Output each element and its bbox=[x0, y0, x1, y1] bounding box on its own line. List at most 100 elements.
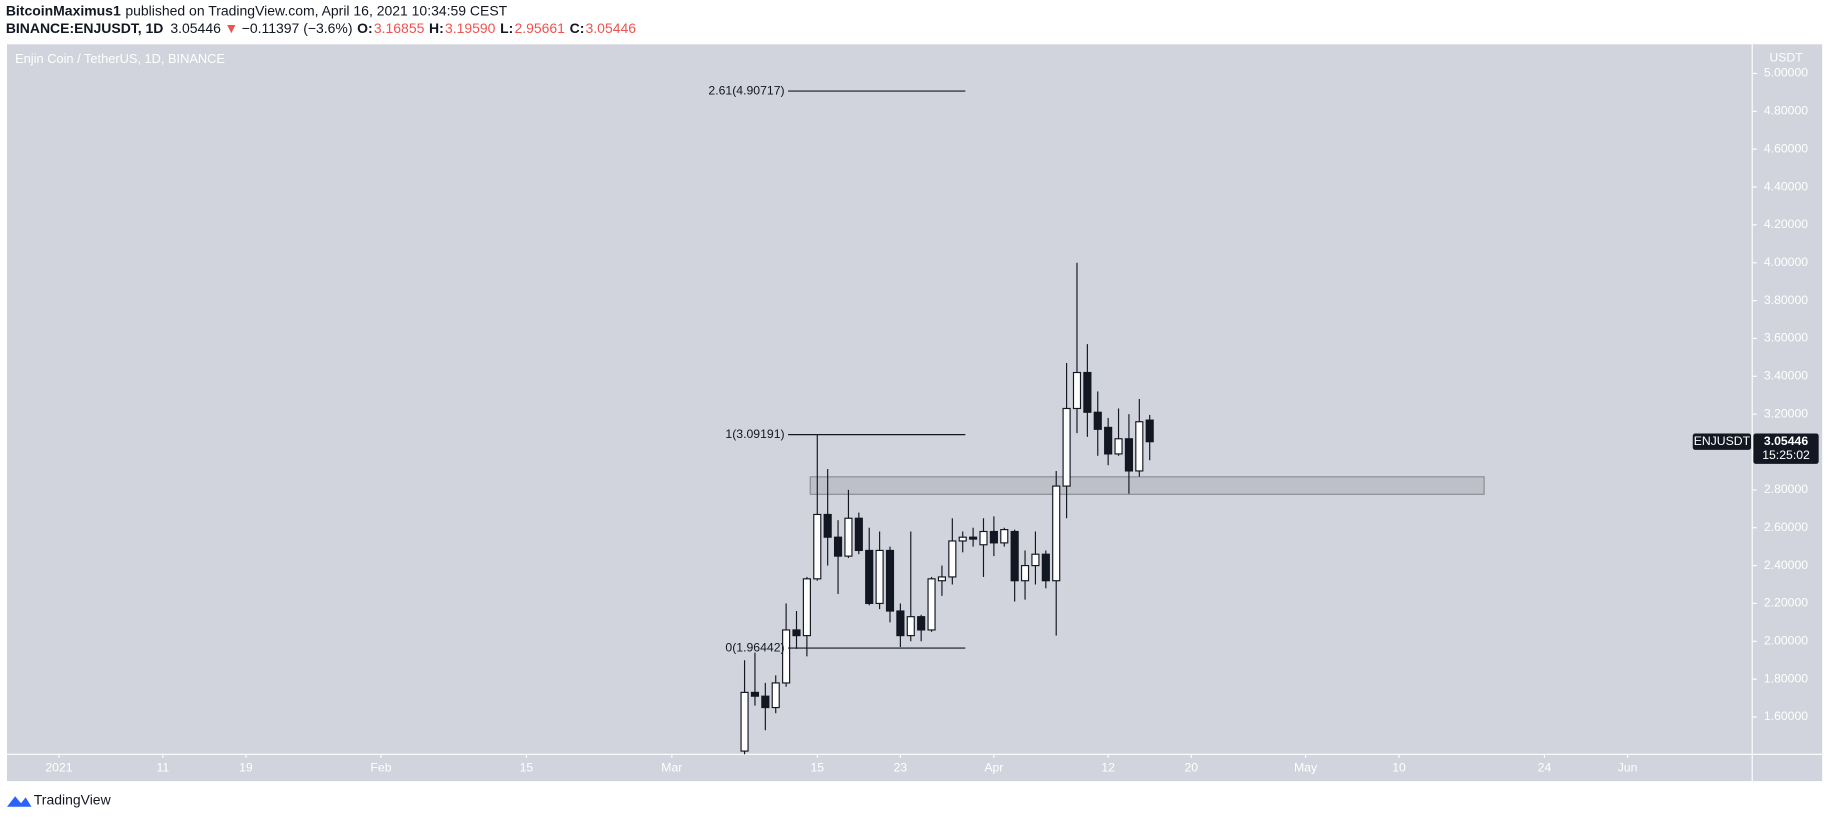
candle-body bbox=[948, 540, 957, 578]
symbol-tag bbox=[1692, 433, 1752, 450]
publish-line: BitcoinMaximus1 published on TradingView.… bbox=[6, 2, 508, 18]
symbol-line: BINANCE:ENJUSDT, 1D 3.05446 ▼ −0.11397 (−3.… bbox=[6, 20, 636, 36]
candle-body bbox=[1093, 411, 1102, 430]
y-tick-label: 5.00000 bbox=[1764, 66, 1808, 80]
published: published on TradingView.com, April 16, … bbox=[125, 2, 507, 18]
x-tick-label: 15 bbox=[520, 761, 534, 775]
y-tick-label: 3.60000 bbox=[1764, 331, 1808, 345]
candle-body bbox=[979, 530, 988, 546]
candle-body bbox=[1062, 407, 1071, 487]
x-tick-label: 20 bbox=[1184, 761, 1198, 775]
candle-body bbox=[823, 513, 832, 538]
y-tick-label: 4.80000 bbox=[1764, 104, 1808, 118]
change: −0.11397 (−3.6%) bbox=[242, 20, 353, 36]
ohlc-value: 3.19590 bbox=[445, 20, 496, 36]
y-tick-label: 4.00000 bbox=[1764, 255, 1808, 269]
logo bbox=[6, 796, 32, 807]
x-tick-label: Feb bbox=[370, 761, 391, 775]
x-tick-label: 19 bbox=[239, 761, 253, 775]
ohlc-key: L: bbox=[500, 20, 513, 36]
candle-body bbox=[750, 691, 760, 697]
y-tick-label: 3.80000 bbox=[1764, 293, 1808, 307]
ohlc-key: H: bbox=[429, 20, 444, 36]
candle-body bbox=[854, 517, 863, 552]
x-tick-label: Mar bbox=[661, 761, 682, 775]
candle-body bbox=[782, 629, 791, 684]
last-price: 3.05446 bbox=[170, 20, 221, 36]
y-tick-label: 3.20000 bbox=[1764, 406, 1808, 420]
brand: TradingView bbox=[34, 792, 112, 808]
y-tick-label: 4.20000 bbox=[1764, 217, 1808, 231]
series bbox=[740, 262, 1154, 755]
ohlc-key: C: bbox=[570, 20, 585, 36]
ohlc-value: 3.05446 bbox=[586, 20, 637, 36]
symbol: BINANCE:ENJUSDT, 1D bbox=[6, 20, 164, 36]
x-tick-label: 10 bbox=[1392, 761, 1406, 775]
y-tick-label: 3.40000 bbox=[1764, 369, 1808, 383]
candle-body bbox=[1145, 419, 1154, 443]
candle-body bbox=[937, 576, 947, 582]
footer: TradingView bbox=[6, 792, 112, 808]
candle-body bbox=[885, 549, 895, 612]
x-tick-label: 23 bbox=[894, 761, 908, 775]
axis-unit: USDT bbox=[1769, 51, 1803, 65]
candle-body bbox=[833, 536, 843, 557]
y-tick-label: 2.20000 bbox=[1764, 596, 1808, 610]
y-tick-label: 4.40000 bbox=[1764, 179, 1808, 193]
y-tick-label: 2.80000 bbox=[1764, 482, 1808, 496]
price-tag-text: 3.05446 bbox=[1764, 434, 1808, 448]
x-tick-label: Jun bbox=[1618, 761, 1638, 775]
candle-body bbox=[792, 629, 801, 637]
candle-body bbox=[1135, 421, 1144, 472]
fib-label: 1(3.09191) bbox=[725, 427, 784, 441]
symbol-tag-text: ENJUSDT bbox=[1694, 434, 1751, 448]
ohlc-key: O: bbox=[357, 20, 373, 36]
y-tick-label: 1.80000 bbox=[1764, 671, 1808, 685]
candle-body bbox=[1124, 438, 1134, 472]
candle-body bbox=[761, 695, 770, 709]
candle-body bbox=[1052, 485, 1061, 582]
author: BitcoinMaximus1 bbox=[6, 2, 121, 18]
change-arrow: ▼ bbox=[224, 20, 238, 36]
candle-body bbox=[1020, 564, 1030, 582]
fib-label: 2.61(4.90717) bbox=[708, 83, 784, 97]
x-tick-label: Apr bbox=[984, 761, 1003, 775]
chart-panel bbox=[6, 44, 1823, 782]
y-tick-label: 2.40000 bbox=[1764, 558, 1808, 572]
ohlc-value: 3.16855 bbox=[374, 20, 425, 36]
price-tag bbox=[1753, 433, 1819, 464]
candle-body bbox=[1083, 371, 1092, 413]
candle-body bbox=[813, 513, 822, 580]
candle-body bbox=[1114, 438, 1123, 455]
candle-body bbox=[927, 578, 936, 631]
y-tick-label: 2.60000 bbox=[1764, 520, 1808, 534]
x-tick-label: 15 bbox=[810, 761, 824, 775]
support-zone bbox=[809, 476, 1485, 495]
ohlc-value: 2.95661 bbox=[514, 20, 565, 36]
candle-body bbox=[1041, 553, 1050, 582]
x-tick-label: May bbox=[1294, 761, 1318, 775]
candle-body bbox=[906, 616, 915, 637]
candle-body bbox=[896, 610, 905, 637]
plot: 1.60000 1.80000 2.00000 2.20000 2.40000 2.600… bbox=[45, 66, 1808, 775]
y-tick-label: 4.60000 bbox=[1764, 141, 1808, 155]
countdown: 15:25:02 bbox=[1762, 448, 1810, 462]
candle-body bbox=[1010, 530, 1019, 582]
x-tick-label: 2021 bbox=[45, 761, 72, 775]
candle-body bbox=[771, 682, 780, 709]
x-tick-label: 24 bbox=[1538, 761, 1552, 775]
candle-body bbox=[917, 616, 926, 631]
x-tick-label: 11 bbox=[156, 761, 169, 775]
candle-body bbox=[875, 549, 884, 605]
y-tick-label: 2.00000 bbox=[1764, 634, 1808, 648]
y-tick-label: 1.60000 bbox=[1764, 709, 1808, 723]
candle-body bbox=[740, 691, 749, 752]
candle-body bbox=[844, 517, 853, 557]
candle-body bbox=[1104, 426, 1113, 455]
candle-body bbox=[1000, 529, 1009, 544]
candle-body bbox=[1072, 371, 1082, 410]
candle-body bbox=[865, 549, 874, 605]
candle-body bbox=[989, 530, 998, 544]
chart-title: Enjin Coin / TetherUS, 1D, BINANCE bbox=[15, 51, 225, 66]
